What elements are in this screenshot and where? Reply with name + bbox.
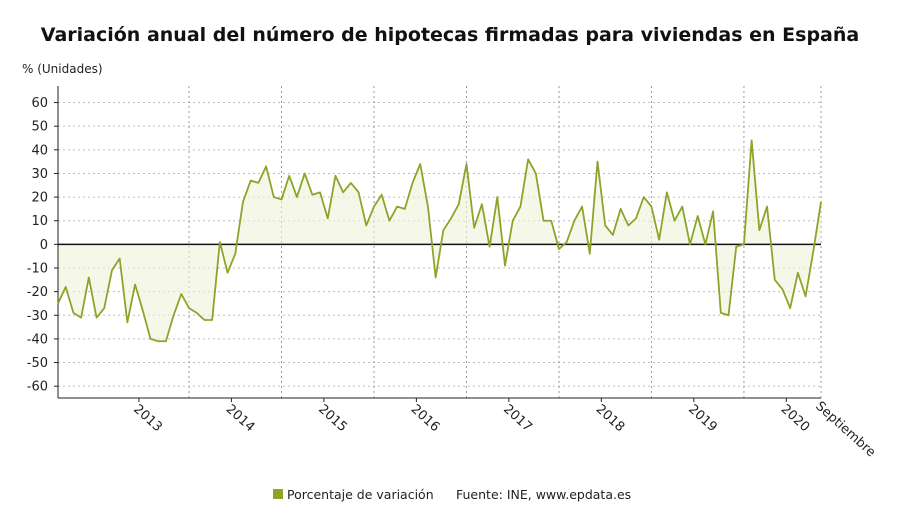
series-area-fill [58,140,821,342]
x-tick-label: 2017 [500,402,535,435]
y-axis-unit-label: % (Unidades) [22,62,103,76]
y-tick-label: 10 [31,214,48,229]
y-tick-label: 20 [31,191,48,206]
legend-series-label: Porcentaje de variación [287,487,434,502]
series-line [57,139,822,343]
axes-layer [54,86,821,402]
legend: Porcentaje de variación Fuente: INE, www… [273,487,631,502]
series-layer [57,139,822,343]
y-tick-label: 30 [31,167,48,182]
y-tick-label: -60 [27,380,48,395]
y-tick-label: 40 [31,143,48,158]
x-tick-label: 2013 [130,402,165,435]
x-tick-label: 2019 [685,402,720,435]
x-tick-labels: 2013 2014 2015 2016 2017 2018 2019 2020 Septiemb… [130,399,878,460]
x-tick-label-end: Septiembre [812,399,878,460]
y-tick-label: 0 [40,238,48,253]
y-tick-label: -30 [27,309,48,324]
y-tick-label: -20 [27,285,48,300]
y-tick-labels: 60 50 40 30 20 10 0 -10 -20 -30 -40 -50 -60 [27,96,48,395]
x-tick-label: 2020 [778,402,813,435]
y-tick-label: 50 [31,120,48,135]
y-tick-label: -50 [27,356,48,371]
x-tick-label: 2016 [408,402,443,435]
y-tick-label: 60 [31,96,48,111]
area-layer [58,140,821,342]
x-tick-label: 2018 [593,402,628,435]
x-tick-label: 2014 [223,402,258,435]
chart-title: Variación anual del número de hipotecas … [41,24,859,46]
legend-source: Fuente: INE, www.epdata.es [456,487,631,502]
legend-swatch [273,489,283,499]
x-tick-label: 2015 [315,402,350,435]
y-tick-label: -10 [27,262,48,277]
y-tick-label: -40 [27,332,48,347]
